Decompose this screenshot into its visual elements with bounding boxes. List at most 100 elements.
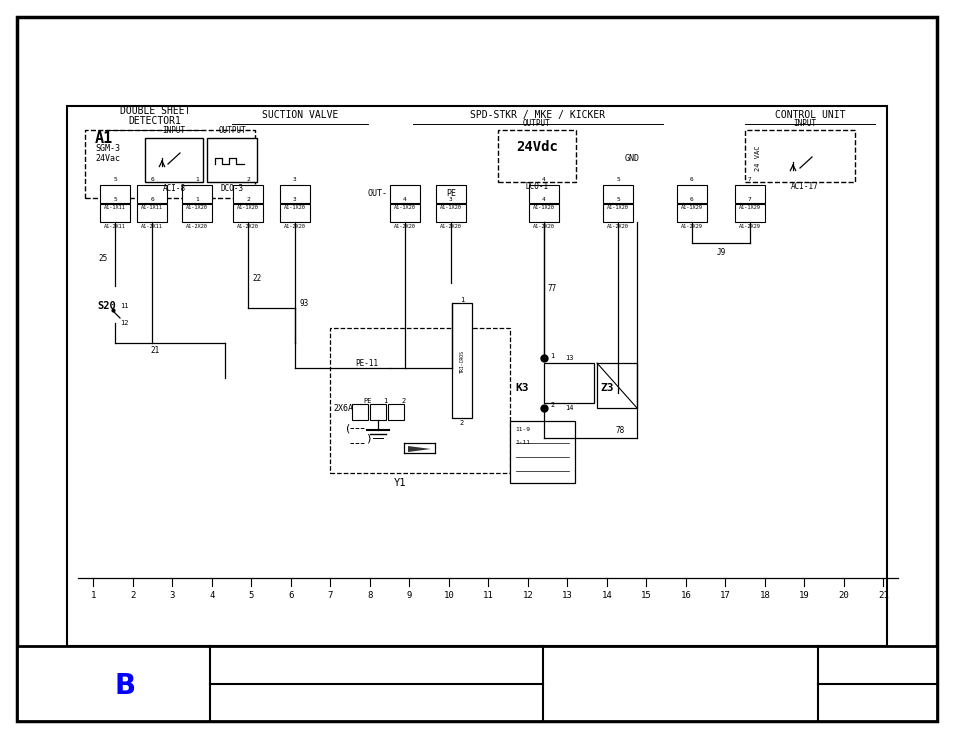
- Text: 5: 5: [113, 197, 117, 202]
- Bar: [17, 646, 936, 721]
- Text: 14: 14: [601, 591, 612, 601]
- Bar: [390, 185, 419, 203]
- Text: A1-1X20: A1-1X20: [284, 205, 306, 210]
- Text: TRI-CROS: TRI-CROS: [459, 350, 464, 373]
- Text: 25: 25: [99, 253, 108, 263]
- Text: 7: 7: [747, 177, 751, 182]
- Bar: [436, 204, 465, 222]
- Text: 77: 77: [547, 283, 557, 292]
- Bar: [744, 130, 854, 182]
- Text: A1-1X20: A1-1X20: [236, 205, 258, 210]
- Text: SUCTION VALVE: SUCTION VALVE: [261, 110, 337, 120]
- Text: S20: S20: [97, 301, 115, 311]
- Text: 20: 20: [838, 591, 848, 601]
- Text: A1-1X20: A1-1X20: [394, 205, 416, 210]
- Bar: [85, 130, 254, 198]
- Bar: [233, 185, 263, 203]
- Text: SGM-3: SGM-3: [95, 144, 120, 153]
- Text: 19: 19: [799, 591, 809, 601]
- Text: A1-1X20: A1-1X20: [533, 205, 555, 210]
- Bar: [280, 204, 310, 222]
- Text: 12: 12: [120, 320, 129, 326]
- Text: 24 VAC: 24 VAC: [754, 145, 760, 170]
- Text: 1-11: 1-11: [515, 440, 530, 445]
- Polygon shape: [408, 446, 431, 452]
- Bar: [529, 204, 558, 222]
- Bar: [370, 404, 386, 420]
- Text: 2: 2: [131, 591, 135, 601]
- Text: DETECTOR1: DETECTOR1: [129, 116, 181, 126]
- Text: A1-2X29: A1-2X29: [680, 224, 702, 229]
- Bar: [677, 204, 706, 222]
- Text: A1-1X20: A1-1X20: [606, 205, 628, 210]
- Text: ACI-8: ACI-8: [162, 184, 186, 193]
- Bar: [182, 185, 212, 203]
- Text: B: B: [114, 672, 135, 700]
- Bar: [137, 185, 167, 203]
- Bar: [352, 404, 368, 420]
- Text: 9: 9: [406, 591, 412, 601]
- Text: 7: 7: [747, 197, 751, 202]
- Text: Y1: Y1: [394, 478, 406, 488]
- Bar: [137, 204, 167, 222]
- Text: 16: 16: [679, 591, 691, 601]
- Text: 2: 2: [401, 398, 406, 404]
- Text: A1-2X20: A1-2X20: [439, 224, 461, 229]
- Text: SPD-STKR / MKE / KICKER: SPD-STKR / MKE / KICKER: [470, 110, 605, 120]
- Text: A1-2X20: A1-2X20: [236, 224, 258, 229]
- Text: 2: 2: [459, 420, 464, 426]
- Bar: [529, 185, 558, 203]
- Text: OUTPUT: OUTPUT: [218, 126, 246, 135]
- Bar: [182, 204, 212, 222]
- Bar: [207, 138, 256, 182]
- Text: A1-1X11: A1-1X11: [104, 205, 126, 210]
- Text: A1-2X20: A1-2X20: [186, 224, 208, 229]
- Bar: [734, 204, 764, 222]
- Text: 4: 4: [209, 591, 214, 601]
- Text: PE: PE: [446, 188, 456, 198]
- Bar: [100, 185, 130, 203]
- Text: A1-1X11: A1-1X11: [141, 205, 163, 210]
- Text: A1-1X29: A1-1X29: [739, 205, 760, 210]
- Bar: [677, 185, 706, 203]
- Text: 6: 6: [288, 591, 294, 601]
- Text: 3: 3: [293, 177, 296, 182]
- Text: 13: 13: [561, 591, 572, 601]
- Bar: [67, 106, 886, 646]
- Text: 8: 8: [367, 591, 373, 601]
- Text: 6: 6: [689, 177, 693, 182]
- Text: 4: 4: [403, 197, 406, 202]
- Text: 78: 78: [615, 426, 624, 435]
- Text: 24Vac: 24Vac: [95, 154, 120, 163]
- Text: 1: 1: [195, 197, 198, 202]
- Text: A1-2X20: A1-2X20: [284, 224, 306, 229]
- Text: 11: 11: [482, 591, 494, 601]
- Text: 22: 22: [252, 274, 261, 283]
- Text: 14: 14: [564, 405, 573, 411]
- Text: J9: J9: [716, 248, 725, 257]
- Bar: [734, 185, 764, 203]
- Bar: [602, 204, 633, 222]
- Text: A1-2X20: A1-2X20: [533, 224, 555, 229]
- Text: PE: PE: [363, 398, 372, 404]
- Text: 13: 13: [564, 355, 573, 361]
- Text: 3: 3: [170, 591, 175, 601]
- Bar: [543, 363, 594, 403]
- Text: ): ): [365, 433, 370, 443]
- Text: A1-1X29: A1-1X29: [680, 205, 702, 210]
- Text: DCO-3: DCO-3: [220, 184, 243, 193]
- Text: 1: 1: [195, 177, 198, 182]
- Bar: [510, 421, 575, 483]
- Text: 6: 6: [689, 197, 693, 202]
- Bar: [100, 204, 130, 222]
- Text: OUT-: OUT-: [368, 188, 388, 198]
- Text: 4: 4: [541, 177, 545, 182]
- Bar: [330, 328, 510, 473]
- Bar: [436, 185, 465, 203]
- Bar: [233, 204, 263, 222]
- Text: K3: K3: [515, 383, 528, 393]
- Text: 3: 3: [449, 197, 453, 202]
- Text: OUTPUT: OUTPUT: [522, 119, 550, 128]
- Text: A1-2X20: A1-2X20: [606, 224, 628, 229]
- Text: 5: 5: [113, 177, 117, 182]
